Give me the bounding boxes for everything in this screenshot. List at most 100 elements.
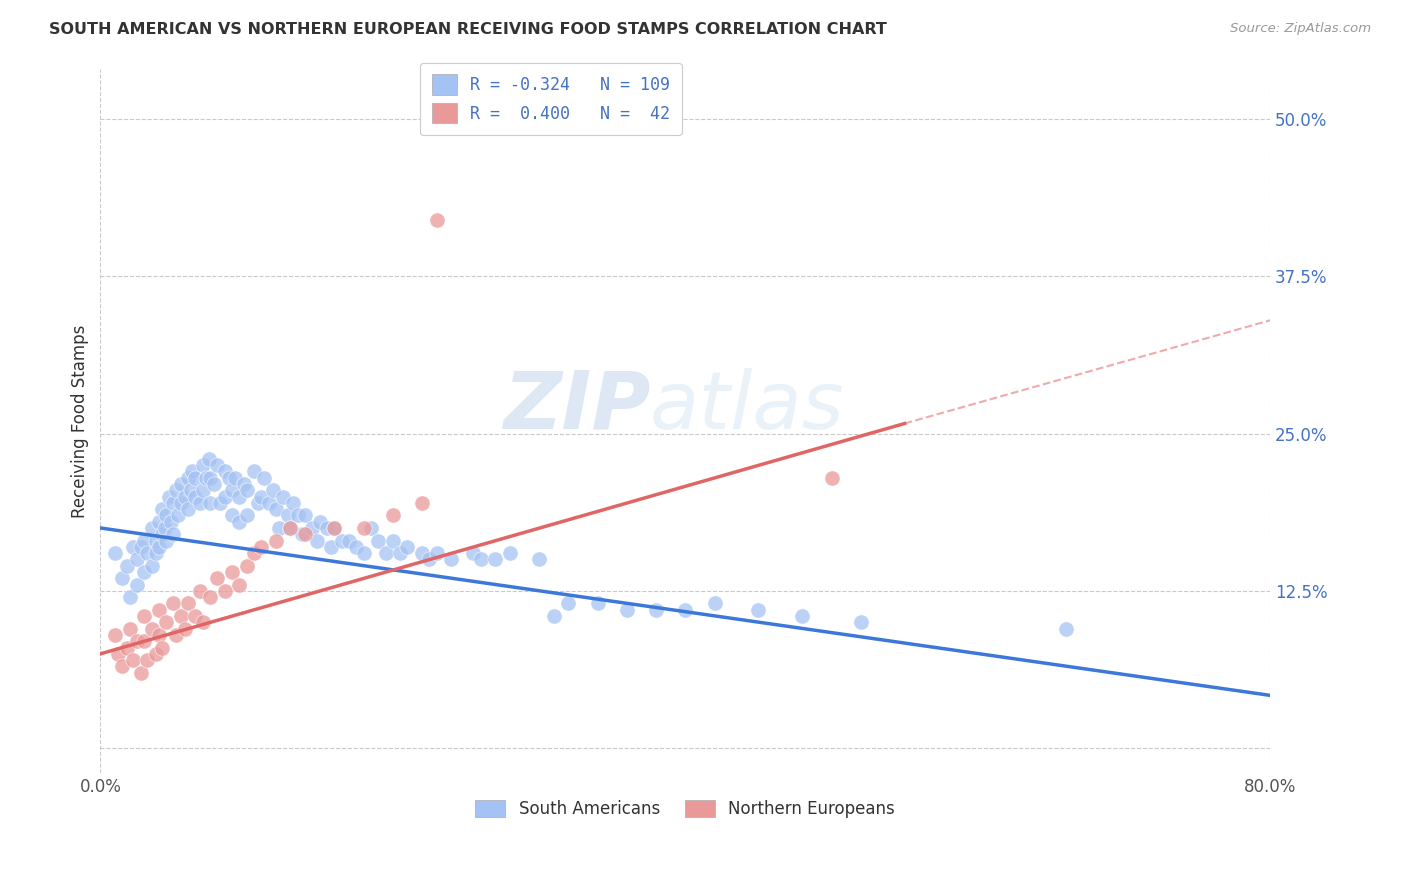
Point (283, 496, 305, 510)
Point (250, 490, 273, 504)
Point (174, 622, 197, 636)
Point (277, 508, 299, 523)
Point (228, 515, 250, 529)
Point (188, 583, 211, 598)
Point (166, 508, 188, 523)
Point (235, 508, 257, 523)
Point (235, 558, 257, 573)
Point (134, 634, 156, 648)
Point (177, 502, 200, 516)
Point (150, 527, 173, 541)
Point (323, 521, 346, 535)
Point (645, 603, 668, 617)
Point (134, 565, 156, 579)
Point (586, 597, 609, 611)
Point (191, 458, 214, 472)
Point (136, 546, 159, 560)
Point (527, 552, 550, 566)
Point (243, 464, 266, 478)
Point (792, 609, 814, 624)
Point (264, 533, 287, 548)
Point (209, 496, 232, 510)
Point (111, 659, 134, 673)
Point (747, 603, 769, 617)
Point (305, 533, 328, 548)
Point (148, 603, 170, 617)
Point (145, 533, 167, 548)
Y-axis label: Receiving Food Stamps: Receiving Food Stamps (72, 325, 89, 517)
Point (121, 653, 143, 667)
Point (194, 470, 217, 484)
Point (280, 521, 302, 535)
Point (323, 521, 346, 535)
Point (191, 483, 214, 498)
Point (253, 470, 276, 484)
Point (228, 577, 250, 591)
Point (221, 565, 243, 579)
Point (150, 640, 173, 655)
Point (165, 628, 187, 642)
Point (145, 647, 167, 661)
Point (136, 653, 159, 667)
Point (162, 527, 184, 541)
Point (159, 515, 181, 529)
Point (426, 546, 449, 560)
Point (381, 533, 404, 548)
Point (214, 583, 236, 598)
Point (198, 591, 221, 605)
Point (673, 603, 696, 617)
Point (316, 521, 339, 535)
Point (184, 490, 207, 504)
Point (180, 483, 202, 498)
Point (557, 597, 579, 611)
Point (148, 628, 170, 642)
Point (291, 527, 314, 541)
Point (188, 496, 211, 510)
Point (204, 477, 226, 491)
Point (181, 464, 204, 478)
Text: atlas: atlas (650, 368, 845, 446)
Point (107, 647, 129, 661)
Point (440, 552, 463, 566)
Point (115, 558, 138, 573)
Point (155, 533, 177, 548)
Point (177, 470, 200, 484)
Point (264, 502, 287, 516)
Point (367, 533, 389, 548)
Point (197, 451, 219, 466)
Point (145, 546, 167, 560)
Point (198, 496, 221, 510)
Point (134, 533, 156, 548)
Point (207, 458, 229, 472)
Point (170, 496, 193, 510)
Point (463, 546, 485, 560)
Point (115, 640, 138, 655)
Point (129, 540, 152, 554)
Point (104, 546, 127, 560)
Point (125, 577, 148, 591)
Point (153, 521, 176, 535)
Point (174, 490, 197, 504)
Point (389, 546, 412, 560)
Point (703, 597, 725, 611)
Point (121, 540, 143, 554)
Point (214, 464, 236, 478)
Point (155, 508, 177, 523)
Point (411, 496, 433, 510)
Point (381, 508, 404, 523)
Point (184, 470, 207, 484)
Point (221, 483, 243, 498)
Point (418, 552, 440, 566)
Point (374, 546, 396, 560)
Point (267, 521, 290, 535)
Text: Source: ZipAtlas.com: Source: ZipAtlas.com (1230, 22, 1371, 36)
Point (221, 508, 243, 523)
Point (214, 490, 236, 504)
Point (337, 533, 360, 548)
Point (484, 552, 506, 566)
Point (170, 609, 193, 624)
Point (207, 571, 229, 585)
Point (170, 477, 193, 491)
Point (129, 665, 152, 680)
Point (353, 521, 375, 535)
